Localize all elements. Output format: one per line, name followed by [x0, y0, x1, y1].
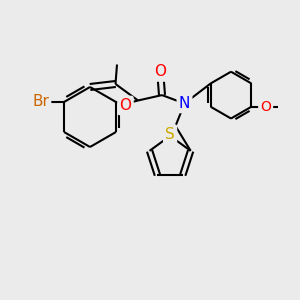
- Text: Br: Br: [32, 94, 49, 110]
- Text: O: O: [119, 98, 131, 113]
- Text: O: O: [260, 100, 271, 114]
- Text: N: N: [179, 96, 190, 111]
- Text: S: S: [165, 127, 175, 142]
- Text: O: O: [154, 64, 166, 80]
